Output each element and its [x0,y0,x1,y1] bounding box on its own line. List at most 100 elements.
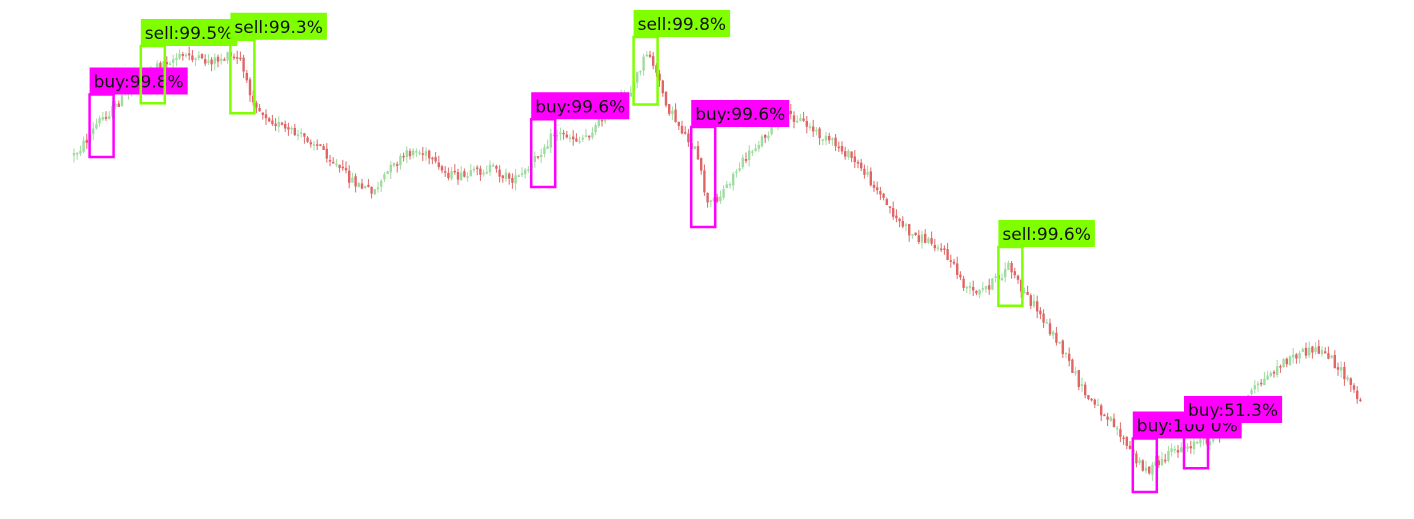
candle-body [888,206,892,208]
candle-body [1119,429,1122,437]
candle-body [1196,442,1199,444]
candle-body [309,142,312,145]
candle [952,258,956,265]
candle-body [588,135,591,138]
candle-body [725,184,728,188]
candle-body [242,57,245,72]
candle [1308,341,1311,358]
candle-body [1106,416,1109,420]
candle-body [764,134,767,138]
candle [226,51,229,64]
candle-body [1340,367,1343,371]
candle [700,157,703,175]
candle-body [348,170,351,183]
candle-body [981,288,984,290]
candle [575,133,578,143]
candle [962,275,965,291]
candle-body [508,173,511,179]
candle [696,141,700,160]
candle-body [415,151,418,153]
candle-body [661,80,664,94]
candle [1128,441,1132,450]
candle [540,148,543,163]
candle [210,57,213,72]
candle [495,164,498,173]
candle [684,126,687,135]
candle [895,209,898,223]
candle [978,289,981,299]
candle [936,244,940,252]
candle [805,116,808,134]
candle [463,168,466,178]
candle [984,285,988,293]
candle-body [1317,346,1320,354]
candle-body [1164,459,1167,462]
candle-body [901,221,904,227]
candle-body [850,151,853,158]
candle [1141,459,1144,472]
candle-body [892,207,895,217]
candle-body [485,171,488,174]
candle-body [930,238,933,244]
candle [280,121,284,126]
candle [431,156,434,164]
candle-body [261,112,264,115]
candle-body [959,274,962,278]
candle-body [1160,458,1164,465]
candle [399,153,402,170]
candle [492,162,495,168]
candle [1122,435,1125,445]
candle-body [789,110,792,115]
candle-body [696,146,700,160]
candle [79,145,82,156]
candle [274,118,277,131]
candle [738,162,741,173]
candle [255,100,258,114]
candle-body [264,114,268,119]
candle [584,128,588,138]
candle-body [1285,358,1288,365]
candle [450,166,453,181]
candle-body [898,218,901,222]
buy-signal-label: buy:51.3% [1188,401,1278,421]
candle [316,139,319,151]
candle [1276,359,1279,378]
candle-body [882,193,885,198]
candle-body [389,164,392,173]
candle-body [220,58,223,61]
candle-body [546,146,549,149]
candle-body [520,173,524,175]
candle [917,230,920,245]
candle-body [453,170,456,173]
candle-body [296,134,300,137]
candle [930,231,933,246]
candle [405,146,408,164]
candle-body [645,54,648,57]
candle [1103,413,1106,417]
candle [946,242,949,261]
candle-body [837,146,840,149]
candle-body [357,183,360,187]
candle-body [536,156,540,158]
candle [1301,347,1304,353]
candle [508,172,511,185]
candle [1135,450,1138,468]
candle-body [1343,366,1346,380]
candle [268,116,271,123]
candle-body [476,167,479,169]
candle [447,167,450,181]
candle [1087,394,1090,401]
candle [1180,442,1183,453]
candle [1052,330,1055,340]
candle [812,119,815,137]
sell-signal: sell:99.3% [229,12,327,115]
candle-body [1010,263,1013,273]
candle [341,159,344,171]
candle [1068,347,1071,367]
candle-body [735,171,738,174]
candle [831,137,834,146]
sell-signal-label: sell:99.8% [638,15,727,35]
candle [501,174,504,183]
candle-body [341,166,344,169]
candle [511,173,514,189]
